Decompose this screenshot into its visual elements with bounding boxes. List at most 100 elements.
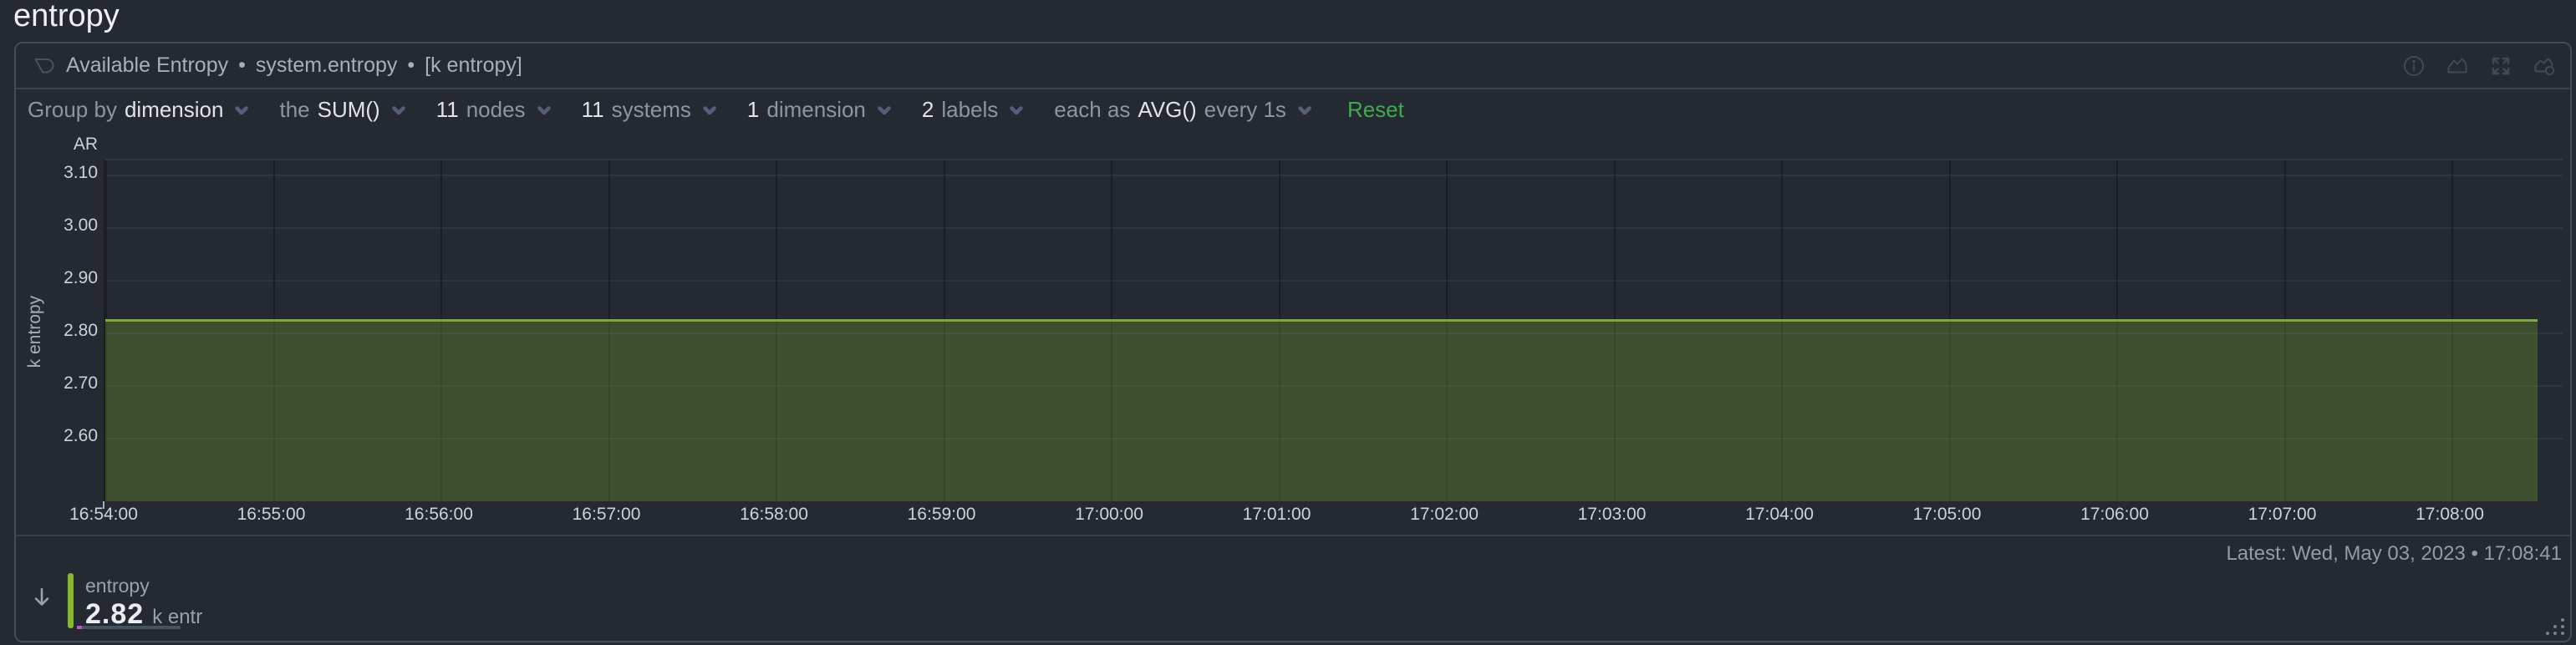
x-tick-label: 17:06:00 xyxy=(2080,505,2149,524)
x-tick-label: 17:05:00 xyxy=(1912,505,1982,524)
y-tick-label: 2.80 xyxy=(64,321,98,340)
area-chart-icon[interactable] xyxy=(2445,53,2470,79)
group-by-label: Group by xyxy=(28,97,117,122)
labels-count: 2 xyxy=(921,97,934,122)
reset-button[interactable]: Reset xyxy=(1347,97,1404,122)
dimensions-dropdown[interactable]: 1 dimension xyxy=(747,97,893,123)
v-gridline xyxy=(943,160,945,501)
h-gridline xyxy=(105,227,2563,229)
v-gridline xyxy=(1781,160,1783,501)
dimensions-count: 1 xyxy=(746,97,760,122)
v-gridline xyxy=(608,160,610,501)
chevron-down-icon xyxy=(878,105,891,114)
v-gridline xyxy=(2116,160,2118,501)
chevron-down-icon xyxy=(537,105,551,114)
chevron-down-icon xyxy=(1298,105,1311,114)
legend-value-bar xyxy=(77,626,181,629)
x-tick-label: 16:54:00 xyxy=(69,505,138,524)
chart-units: [k entropy] xyxy=(425,53,522,77)
each-as-label: each as xyxy=(1054,97,1131,122)
aggregation-dropdown[interactable]: the SUM() xyxy=(279,97,407,123)
group-by-dropdown[interactable]: Group by dimension xyxy=(28,97,251,123)
y-tick-label: 2.60 xyxy=(64,426,98,445)
group-by-value: dimension xyxy=(124,97,224,122)
v-gridline xyxy=(272,160,275,501)
chart-actions xyxy=(2401,53,2557,79)
h-gridline xyxy=(105,333,2563,334)
h-gridline xyxy=(105,175,2563,176)
legend-item-entropy[interactable]: entropy 2.82 k entr xyxy=(68,573,202,631)
entropy-series-area xyxy=(105,319,2538,501)
chart-context: system.entropy xyxy=(255,53,398,77)
x-tick-label: 16:55:00 xyxy=(237,505,306,524)
aggregation-label: the xyxy=(279,97,310,122)
dimensions-label: dimension xyxy=(766,97,866,122)
info-icon[interactable] xyxy=(2401,53,2426,79)
v-gridline xyxy=(1111,160,1112,501)
x-tick-label: 17:00:00 xyxy=(1075,505,1143,524)
y-tick-label: 3.10 xyxy=(64,163,98,182)
chart-type-icon[interactable] xyxy=(2532,53,2557,79)
anomaly-indicator xyxy=(77,626,82,629)
chevron-down-icon xyxy=(1010,105,1024,114)
v-gridline xyxy=(1446,160,1448,501)
x-axis-tick xyxy=(103,501,104,509)
chart-plot-area[interactable] xyxy=(104,159,2563,501)
legend-dimension-name: entropy xyxy=(85,575,150,597)
title-separator: • xyxy=(407,53,415,77)
y-axis-title: k entropy xyxy=(25,295,44,368)
footer-divider xyxy=(16,535,2570,536)
x-tick-label: 16:56:00 xyxy=(405,505,473,524)
legend-latest-value: 2.82 xyxy=(85,598,145,630)
h-gridline xyxy=(105,280,2563,282)
chevron-down-icon xyxy=(703,105,716,114)
chart-title-bar: Available Entropy • system.entropy • [k … xyxy=(66,53,522,78)
resize-handle[interactable] xyxy=(2544,617,2566,638)
systems-count: 11 xyxy=(581,97,604,122)
x-tick-label: 16:57:00 xyxy=(572,505,641,524)
v-gridline xyxy=(105,160,107,501)
chevron-down-icon xyxy=(391,105,405,114)
v-gridline xyxy=(776,160,777,501)
anomaly-rate-label: AR xyxy=(73,135,98,154)
x-tick-label: 17:01:00 xyxy=(1242,505,1311,524)
nodes-label: nodes xyxy=(466,97,526,122)
chevron-down-icon xyxy=(235,105,249,114)
x-tick-label: 17:03:00 xyxy=(1577,505,1647,524)
labels-label: labels xyxy=(941,97,999,122)
chart-card: Available Entropy • system.entropy • [k … xyxy=(14,42,2572,642)
time-aggregation-value: AVG() xyxy=(1138,97,1197,122)
x-tick-label: 16:58:00 xyxy=(740,505,808,524)
systems-label: systems xyxy=(611,97,691,122)
x-tick-label: 17:02:00 xyxy=(1410,505,1479,524)
x-tick-label: 17:04:00 xyxy=(1745,505,1814,524)
expand-icon[interactable] xyxy=(2488,53,2513,79)
page-title: entropy xyxy=(13,0,120,33)
x-tick-label: 17:07:00 xyxy=(2248,505,2317,524)
collapse-legend-button[interactable] xyxy=(30,585,53,614)
aggregation-value: SUM() xyxy=(317,97,380,122)
v-gridline xyxy=(1948,160,1951,501)
nodes-count: 11 xyxy=(435,97,459,122)
netdata-logo-icon xyxy=(31,53,56,79)
title-separator: • xyxy=(238,53,246,77)
h-gridline xyxy=(105,438,2563,439)
v-gridline xyxy=(1278,160,1280,501)
nodes-dropdown[interactable]: 11 nodes xyxy=(436,97,553,123)
v-gridline xyxy=(2283,160,2286,501)
labels-dropdown[interactable]: 2 labels xyxy=(922,97,1026,123)
systems-dropdown[interactable]: 11 systems xyxy=(582,97,719,123)
h-gridline xyxy=(105,385,2563,387)
latest-timestamp: Latest: Wed, May 03, 2023 • 17:08:41 xyxy=(2226,542,2562,565)
y-tick-label: 3.00 xyxy=(64,216,98,235)
chart-toolbar: Group by dimension the SUM() 11 nodes 11… xyxy=(16,91,2570,129)
chart-title: Available Entropy xyxy=(66,53,229,77)
legend-units: k entr xyxy=(152,606,203,628)
v-gridline xyxy=(2451,160,2453,501)
legend-color-swatch xyxy=(68,573,74,628)
y-tick-label: 2.90 xyxy=(64,268,98,287)
y-tick-label: 2.70 xyxy=(64,373,98,393)
v-gridline xyxy=(440,160,442,501)
chart-header: Available Entropy • system.entropy • [k … xyxy=(16,43,2570,89)
time-aggregation-dropdown[interactable]: each as AVG() every 1s xyxy=(1054,97,1314,123)
